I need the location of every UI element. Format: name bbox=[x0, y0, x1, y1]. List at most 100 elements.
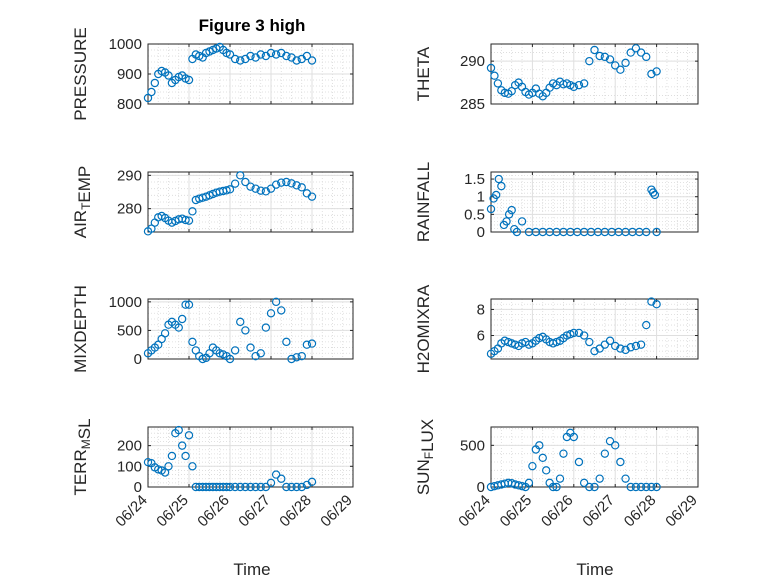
theta-y-tick-label: 285 bbox=[460, 96, 485, 113]
h2omixra-y-tick-label: 6 bbox=[477, 328, 485, 345]
rainfall-data-point bbox=[504, 210, 514, 219]
terr_msl-x-tick-label: 06/28 bbox=[276, 492, 315, 531]
pressure-y-tick-label: 900 bbox=[117, 66, 142, 83]
mixdepth-data-point bbox=[225, 354, 235, 364]
subplot-pressure: 800 900 1000 PRESSURE bbox=[71, 27, 354, 121]
terr_msl-data-point bbox=[241, 482, 250, 492]
pressure-data-point bbox=[271, 50, 281, 59]
air_temp-axes-box bbox=[147, 171, 354, 233]
sun_flux-data-point bbox=[559, 449, 568, 458]
theta-data-point bbox=[493, 79, 503, 88]
terr_msl-x-tick-label: 06/26 bbox=[194, 492, 233, 531]
terr_msl-data-point bbox=[236, 482, 245, 492]
sun_flux-data-point bbox=[524, 478, 534, 488]
terr_msl-x-tick-label: 06/24 bbox=[112, 492, 151, 531]
subplot-mixdepth: 0 500 1000 MIXDEPTH bbox=[71, 285, 354, 373]
sun_flux-data-point bbox=[585, 482, 594, 492]
mixdepth-data-point bbox=[261, 323, 271, 332]
mixdepth-y-tick-label: 500 bbox=[117, 322, 142, 339]
theta-data-point bbox=[626, 48, 635, 57]
terr_msl-data-point bbox=[261, 482, 271, 492]
h2omixra-data-point bbox=[605, 336, 615, 345]
subplot-rainfall: 00.511.5 RAINFALL bbox=[414, 162, 699, 242]
terr_msl-data-point bbox=[184, 431, 194, 440]
sun_flux-x-tick-label: 06/28 bbox=[621, 492, 660, 531]
pressure-data-point bbox=[230, 54, 240, 64]
theta-data-point bbox=[600, 52, 610, 62]
rainfall-data-point bbox=[497, 181, 506, 191]
terr_msl-data-point bbox=[251, 482, 260, 492]
mixdepth-axes-box bbox=[147, 298, 354, 360]
terr_msl-data-point bbox=[222, 482, 231, 492]
h2omixra-data-point bbox=[616, 344, 625, 353]
sun_flux-data-point bbox=[642, 482, 651, 492]
air_temp-data-point bbox=[282, 177, 291, 187]
sun_flux-x-tick-label: 06/27 bbox=[579, 492, 618, 531]
sun_flux-data-point bbox=[569, 432, 579, 442]
terr_msl-data-point bbox=[277, 474, 286, 483]
rainfall-data-point bbox=[650, 190, 660, 200]
air_temp-data-point bbox=[188, 207, 197, 216]
sun_flux-data-point bbox=[595, 474, 604, 483]
h2omixra-data-point bbox=[621, 345, 630, 355]
rainfall-data-point bbox=[494, 174, 503, 184]
theta-data-point bbox=[636, 48, 646, 57]
pressure-data-point bbox=[246, 51, 255, 61]
mixdepth-data-point bbox=[246, 343, 255, 352]
sun_flux-data-point bbox=[631, 482, 641, 492]
sun_flux-axes-box bbox=[490, 426, 699, 488]
pressure-data-point bbox=[292, 56, 301, 65]
pressure-data-point bbox=[150, 78, 160, 88]
terr_msl-data-point bbox=[177, 441, 187, 450]
sun_flux-y-tick-label: 500 bbox=[460, 437, 485, 454]
rainfall-data-point bbox=[486, 204, 496, 214]
theta-data-point bbox=[642, 52, 651, 62]
rainfall-data-point bbox=[491, 190, 501, 200]
mixdepth-data-point bbox=[307, 339, 317, 348]
subplot-sun_flux: 0 500 SUNFLUX 06/24 06/25 06/26 06/27 06/28 06/2… bbox=[414, 419, 701, 531]
rainfall-data-point bbox=[652, 227, 661, 237]
figure-title: Figure 3 high bbox=[199, 16, 306, 35]
pressure-y-axis-label: PRESSURE bbox=[71, 27, 90, 121]
h2omixra-y-axis-label: H2OMIXRA bbox=[414, 284, 433, 373]
mixdepth-data-point bbox=[184, 300, 194, 309]
x-axis-label-left: Time bbox=[233, 560, 270, 579]
air_temp-data-point bbox=[251, 184, 260, 193]
mixdepth-data-point bbox=[277, 306, 286, 315]
mixdepth-data-point bbox=[177, 314, 187, 324]
sun_flux-data-point bbox=[528, 461, 537, 471]
theta-data-point bbox=[590, 45, 599, 55]
subplot-theta: 285 290 THETA bbox=[414, 43, 699, 113]
pressure-data-point bbox=[256, 50, 265, 59]
subplot-h2omixra: 6 8 H2OMIXRA bbox=[414, 284, 699, 373]
air_temp-data-point bbox=[181, 215, 190, 225]
theta-data-point bbox=[490, 71, 499, 80]
air_temp-data-point bbox=[222, 186, 231, 195]
pressure-data-point bbox=[236, 56, 245, 65]
mixdepth-data-point bbox=[181, 300, 190, 309]
theta-data-point bbox=[486, 63, 496, 73]
mixdepth-data-point bbox=[256, 349, 265, 358]
theta-y-axis-label: THETA bbox=[414, 46, 433, 101]
mixdepth-data-point bbox=[198, 354, 207, 364]
sun_flux-data-point bbox=[538, 453, 547, 463]
air_temp-data-point bbox=[266, 184, 276, 193]
terr_msl-data-point bbox=[292, 482, 301, 492]
rainfall-data-point bbox=[502, 217, 511, 226]
terr_msl-y-tick-label: 0 bbox=[134, 479, 142, 496]
sun_flux-data-point bbox=[517, 481, 527, 491]
sun_flux-data-point bbox=[542, 466, 551, 475]
terr_msl-y-tick-label: 200 bbox=[117, 438, 142, 455]
terr_msl-data-point bbox=[188, 462, 197, 471]
mixdepth-data-point bbox=[287, 354, 296, 364]
air_temp-y-axis-label: AIRTEMP bbox=[71, 166, 94, 239]
air_temp-data-point bbox=[292, 181, 301, 190]
mixdepth-y-tick-label: 1000 bbox=[109, 294, 142, 311]
theta-data-point bbox=[631, 44, 641, 53]
terr_msl-data-point bbox=[246, 482, 255, 492]
sun_flux-data-point bbox=[621, 474, 630, 483]
terr_msl-data-point bbox=[154, 465, 163, 474]
sun_flux-data-point bbox=[555, 474, 565, 483]
